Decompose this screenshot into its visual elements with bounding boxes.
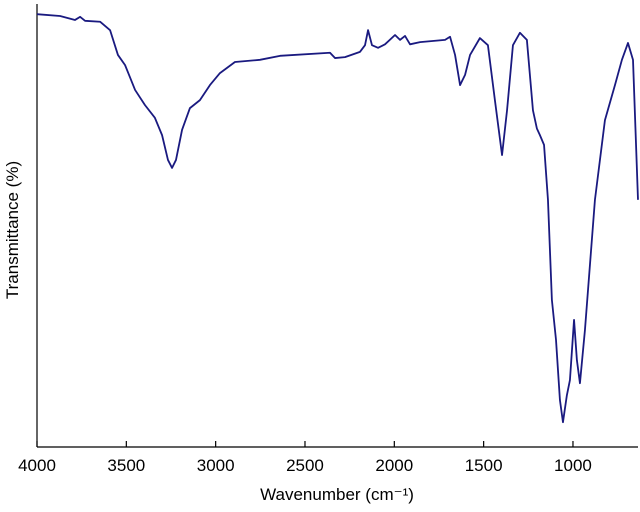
x-tick-label: 1500 — [465, 456, 503, 475]
x-tick-label: 1000 — [554, 456, 592, 475]
y-axis-label: Transmittance (%) — [3, 161, 22, 299]
x-tick-label: 3500 — [107, 456, 145, 475]
x-tick-label: 2000 — [375, 456, 413, 475]
x-tick-label: 4000 — [18, 456, 56, 475]
spectrum-line — [36, 13, 639, 424]
x-axis-label: Wavenumber (cm⁻¹) — [260, 485, 414, 504]
x-tick-label: 3000 — [197, 456, 235, 475]
x-tick-label: 2500 — [286, 456, 324, 475]
